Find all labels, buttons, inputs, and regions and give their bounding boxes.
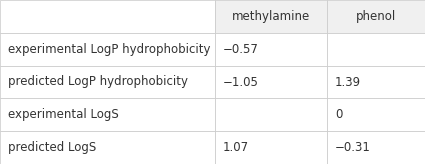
Text: experimental LogS: experimental LogS: [8, 108, 119, 121]
Text: phenol: phenol: [356, 10, 396, 23]
Bar: [215, 131, 327, 164]
Bar: [0, 33, 215, 66]
Bar: [0, 66, 215, 98]
Text: predicted LogP hydrophobicity: predicted LogP hydrophobicity: [8, 75, 188, 89]
Text: −0.31: −0.31: [335, 141, 371, 154]
Bar: [215, 66, 327, 98]
Text: 1.07: 1.07: [222, 141, 248, 154]
Bar: [0, 0, 215, 33]
Bar: [327, 98, 425, 131]
Text: experimental LogP hydrophobicity: experimental LogP hydrophobicity: [8, 43, 210, 56]
Bar: [215, 98, 327, 131]
Text: 1.39: 1.39: [335, 75, 361, 89]
Bar: [327, 0, 425, 33]
Bar: [327, 131, 425, 164]
Bar: [327, 33, 425, 66]
Bar: [215, 0, 327, 33]
Text: 0: 0: [335, 108, 342, 121]
Bar: [327, 66, 425, 98]
Text: −0.57: −0.57: [222, 43, 258, 56]
Text: −1.05: −1.05: [222, 75, 258, 89]
Bar: [0, 131, 215, 164]
Text: predicted LogS: predicted LogS: [8, 141, 96, 154]
Text: methylamine: methylamine: [232, 10, 310, 23]
Bar: [0, 98, 215, 131]
Bar: [215, 33, 327, 66]
